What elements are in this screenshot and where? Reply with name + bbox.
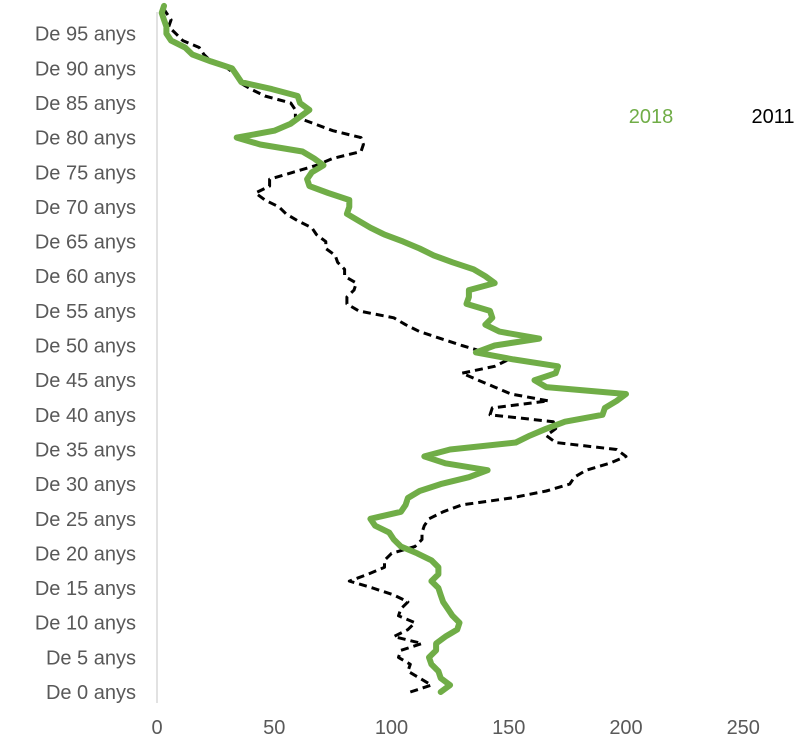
legend: 2018 2011 (629, 106, 795, 128)
y-tick-label: De 80 anys (35, 128, 136, 150)
series-line-2018 (158, 2, 629, 695)
y-tick-label: De 25 anys (35, 509, 136, 531)
x-tick-label: 150 (492, 717, 525, 739)
legend-label-2011: 2011 (751, 106, 794, 128)
y-tick-label: De 50 anys (35, 336, 136, 358)
legend-label-2018: 2018 (629, 106, 674, 128)
y-tick-label: De 45 anys (35, 370, 136, 392)
x-tick-label: 100 (375, 717, 408, 739)
y-tick-label: De 0 anys (46, 682, 136, 704)
y-tick-label: De 15 anys (35, 578, 136, 600)
y-tick-label: De 20 anys (35, 543, 136, 565)
x-tick-label: 0 (151, 717, 162, 739)
y-tick-label: De 35 anys (35, 439, 136, 461)
y-tick-label: De 10 anys (35, 613, 136, 635)
series-line-2011 (160, 5, 628, 694)
x-tick-label: 200 (609, 717, 642, 739)
y-tick-label: De 65 anys (35, 232, 136, 254)
y-tick-label: De 95 anys (35, 24, 136, 46)
y-tick-label: De 85 anys (35, 93, 136, 115)
y-tick-label: De 30 anys (35, 474, 136, 496)
y-tick-label: De 70 anys (35, 197, 136, 219)
y-axis-tick-labels: De 0 anys De 5 anys De 10 anys De 15 anys De… (35, 24, 136, 704)
x-tick-label: 250 (727, 717, 760, 739)
y-tick-label: De 40 anys (35, 405, 136, 427)
series-layer (158, 2, 629, 695)
y-tick-label: De 75 anys (35, 162, 136, 184)
x-tick-label: 50 (263, 717, 285, 739)
y-tick-label: De 5 anys (46, 647, 136, 669)
y-tick-label: De 90 anys (35, 58, 136, 80)
y-tick-label: De 55 anys (35, 301, 136, 323)
x-axis-tick-labels: 0 50 100 150 200 250 (151, 717, 760, 739)
y-tick-label: De 60 anys (35, 266, 136, 288)
